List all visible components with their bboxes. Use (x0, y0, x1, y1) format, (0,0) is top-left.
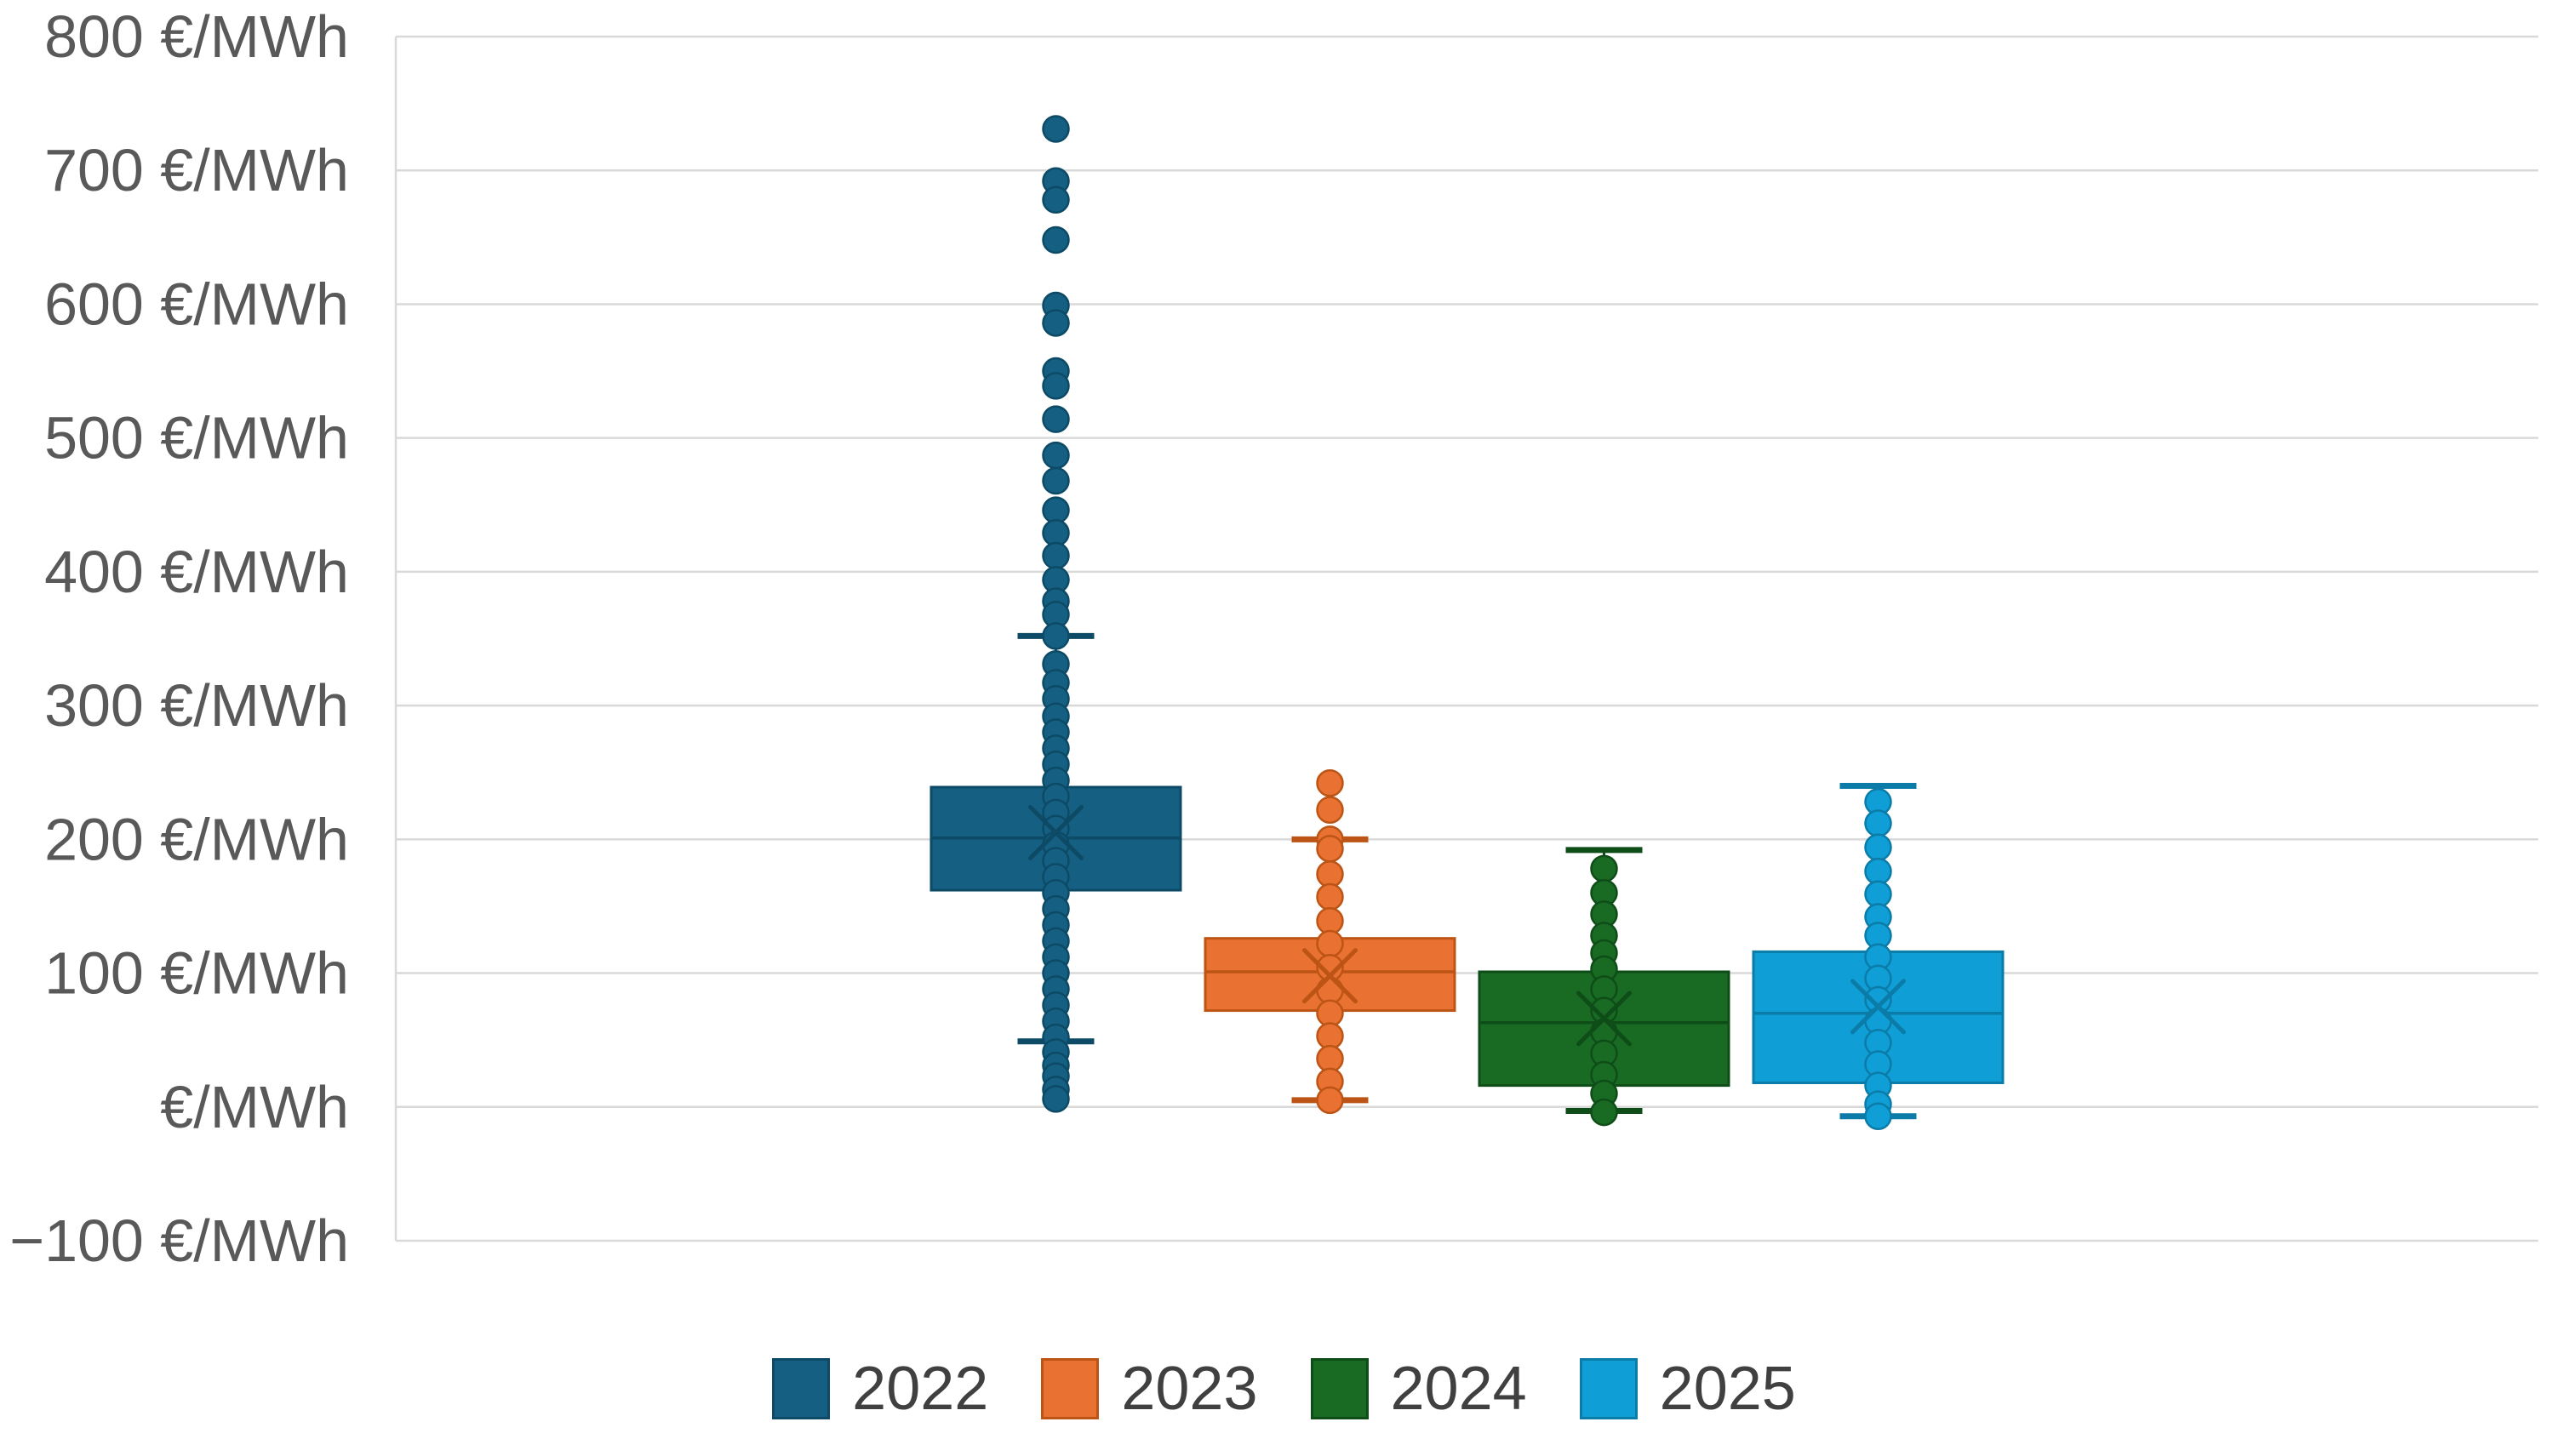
y-axis-labels-group: 800 €/MWh 700 €/MWh 600 €/MWh 500 €/MWh 400 … (9, 3, 349, 1274)
data-point (1864, 833, 1892, 862)
data-point (1042, 1085, 1070, 1113)
legend-swatch-2022 (772, 1358, 831, 1419)
y-axis-label: 100 €/MWh (44, 940, 349, 1007)
data-point (1042, 466, 1070, 495)
box-series-2022 (929, 115, 1182, 1113)
data-point-dots (1590, 854, 1618, 1127)
legend-item-2022: 2022 (772, 1358, 988, 1419)
y-axis-label: 400 €/MWh (44, 539, 349, 605)
legend-swatch-2023 (1041, 1358, 1100, 1419)
y-axis-label: 700 €/MWh (44, 137, 349, 203)
data-point (1590, 854, 1618, 883)
legend-swatch-2024 (1310, 1358, 1369, 1419)
data-point (1864, 1102, 1892, 1131)
y-axis-label: 300 €/MWh (44, 672, 349, 739)
data-point (1864, 809, 1892, 837)
box-series-2025 (1752, 782, 2005, 1131)
chart-legend: 2022 2023 2024 2025 (0, 1358, 2568, 1419)
gridlines-group (396, 35, 2538, 1242)
legend-label: 2025 (1659, 1355, 1796, 1423)
mean-marker (1576, 991, 1632, 1047)
y-axis-label: 800 €/MWh (44, 3, 349, 70)
data-point (1042, 541, 1070, 570)
data-point-dots (1864, 788, 1892, 1131)
y-axis-label: €/MWh (160, 1074, 349, 1140)
mean-marker (1850, 979, 1906, 1035)
mean-marker (1302, 948, 1358, 1004)
legend-swatch-2025 (1579, 1358, 1638, 1419)
legend-label: 2024 (1390, 1355, 1527, 1423)
data-point (1042, 622, 1070, 650)
y-axis-label: −100 €/MWh (9, 1208, 349, 1274)
legend-item-2023: 2023 (1041, 1355, 1258, 1423)
data-point-dots (1316, 769, 1344, 1115)
data-point (1590, 1098, 1618, 1127)
data-point (1316, 835, 1344, 863)
legend-item-2025: 2025 (1579, 1355, 1796, 1423)
data-point (1316, 1086, 1344, 1115)
data-point (1316, 929, 1344, 958)
data-point (1316, 796, 1344, 824)
data-point (1042, 309, 1070, 337)
legend-label: 2022 (852, 1355, 989, 1423)
y-axis-label: 600 €/MWh (44, 271, 349, 337)
data-point (1042, 441, 1070, 470)
data-point (1316, 769, 1344, 797)
y-axis-label: 200 €/MWh (44, 806, 349, 872)
mean-marker (1028, 804, 1084, 860)
y-axis-label: 500 €/MWh (44, 405, 349, 471)
data-point (1042, 372, 1070, 400)
box-series-2024 (1478, 847, 1730, 1127)
data-point (1316, 882, 1344, 911)
data-point (1042, 115, 1070, 143)
data-point (1042, 186, 1070, 214)
data-point (1042, 226, 1070, 254)
data-point-dots (1042, 115, 1070, 1113)
data-point (1042, 405, 1070, 433)
legend-label: 2023 (1121, 1355, 1258, 1423)
legend-item-2024: 2024 (1310, 1355, 1527, 1423)
box-series-2023 (1204, 769, 1456, 1115)
